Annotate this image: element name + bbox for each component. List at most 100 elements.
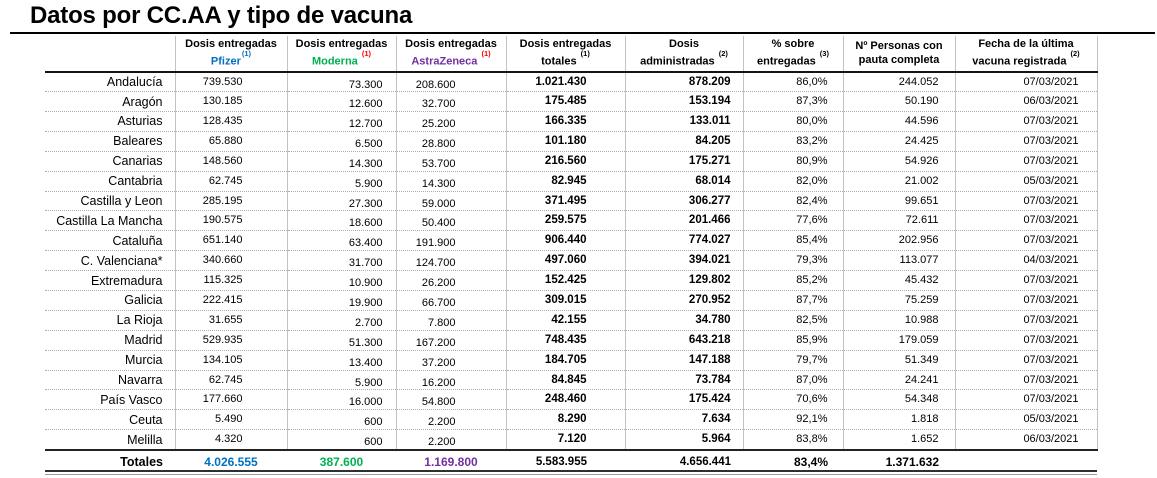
totals-moderna-value: 387.600 xyxy=(287,449,396,472)
total-doses-value: 248.460 xyxy=(505,389,625,411)
table-row: Baleares 65.880 6.500 28.800 101.180 84.… xyxy=(45,131,1098,152)
table-row: Asturias 128.435 12.700 25.200 166.335 1… xyxy=(45,111,1098,132)
fully-vaccinated-value: 54.926 xyxy=(842,151,955,172)
region-name: C. Valenciana* xyxy=(45,250,175,272)
region-name: País Vasco xyxy=(45,389,175,411)
fully-vaccinated-value: 54.348 xyxy=(842,389,955,411)
pfizer-doses-value: 134.105 xyxy=(174,350,287,371)
moderna-doses-value: 5.900 xyxy=(286,370,396,391)
table-row: Andalucía 739.530 73.300 208.600 1.021.4… xyxy=(45,71,1098,93)
region-name: Madrid xyxy=(45,330,175,351)
percent-over-delivered-value: 82,4% xyxy=(742,191,843,212)
moderna-doses-value: 6.500 xyxy=(286,131,396,152)
last-vaccine-date-value: 07/03/2021 xyxy=(954,230,1098,252)
astrazeneca-doses-value: 208.600 xyxy=(395,71,506,93)
region-name: Galicia xyxy=(45,290,175,311)
pfizer-doses-value: 148.560 xyxy=(174,151,287,172)
total-doses-value: 8.290 xyxy=(505,409,625,431)
region-name: Baleares xyxy=(45,131,175,152)
last-vaccine-date-value: 07/03/2021 xyxy=(954,191,1098,212)
administered-doses-value: 68.014 xyxy=(624,171,743,192)
total-doses-value: 82.945 xyxy=(505,171,625,192)
header-administered-doses: Dosis administradas (2) xyxy=(624,36,743,73)
fully-vaccinated-value: 24.425 xyxy=(842,131,955,152)
moderna-doses-value: 14.300 xyxy=(286,151,396,172)
administered-doses-value: 175.424 xyxy=(624,389,743,411)
administered-doses-value: 84.205 xyxy=(624,131,743,152)
header-total-doses: Dosis entregadas totales (1) xyxy=(505,36,625,73)
fully-vaccinated-value: 45.432 xyxy=(842,270,955,291)
pfizer-doses-value: 65.880 xyxy=(174,131,287,152)
fully-vaccinated-value: 113.077 xyxy=(842,250,955,272)
percent-over-delivered-value: 83,2% xyxy=(742,131,843,152)
astrazeneca-doses-value: 2.200 xyxy=(395,429,506,451)
astrazeneca-doses-value: 53.700 xyxy=(395,151,506,172)
administered-doses-value: 878.209 xyxy=(624,71,743,93)
pfizer-doses-value: 285.195 xyxy=(174,191,287,212)
total-doses-value: 259.575 xyxy=(505,210,625,232)
moderna-doses-value: 2.700 xyxy=(286,310,396,331)
percent-over-delivered-value: 85,9% xyxy=(742,330,843,351)
region-name: Murcia xyxy=(45,350,175,371)
astrazeneca-doses-value: 32.700 xyxy=(395,91,506,112)
administered-doses-value: 153.194 xyxy=(624,91,743,112)
table-row: Aragón 130.185 12.600 32.700 175.485 153… xyxy=(45,91,1098,112)
total-doses-value: 906.440 xyxy=(505,230,625,252)
astrazeneca-doses-value: 66.700 xyxy=(395,290,506,311)
moderna-doses-value: 600 xyxy=(286,409,396,431)
last-vaccine-date-value: 06/03/2021 xyxy=(954,429,1098,451)
last-vaccine-date-value: 05/03/2021 xyxy=(954,171,1098,192)
region-name: Cataluña xyxy=(45,230,175,252)
footnote-marker: (1) xyxy=(580,49,590,58)
table-header-row: Dosis entregadas Pfizer(1) Dosis entrega… xyxy=(45,36,1098,73)
administered-doses-value: 133.011 xyxy=(624,111,743,132)
totals-row: Totales 4.026.555 387.600 1.169.800 5.58… xyxy=(45,449,1097,472)
pfizer-doses-value: 177.660 xyxy=(174,389,287,411)
astrazeneca-doses-value: 191.900 xyxy=(395,230,506,252)
total-doses-value: 175.485 xyxy=(505,91,625,112)
percent-over-delivered-value: 83,8% xyxy=(742,429,843,451)
moderna-doses-value: 10.900 xyxy=(286,270,396,291)
table-bottom-rule xyxy=(45,473,1097,476)
administered-doses-value: 306.277 xyxy=(624,191,743,212)
administered-doses-value: 643.218 xyxy=(624,330,743,351)
astrazeneca-doses-value: 124.700 xyxy=(395,250,506,272)
region-name: Castilla La Mancha xyxy=(45,210,175,232)
astrazeneca-doses-value: 50.400 xyxy=(395,210,506,232)
total-doses-value: 166.335 xyxy=(505,111,625,132)
header-moderna: Dosis entregadas Moderna (1) xyxy=(286,36,396,73)
pfizer-doses-value: 115.325 xyxy=(174,270,287,291)
region-name: Canarias xyxy=(45,151,175,172)
total-doses-value: 152.425 xyxy=(505,270,625,291)
pfizer-doses-value: 739.530 xyxy=(174,71,287,93)
footnote-marker: (2) xyxy=(1070,49,1080,58)
total-doses-value: 42.155 xyxy=(505,310,625,331)
last-vaccine-date-value: 07/03/2021 xyxy=(954,310,1098,331)
astrazeneca-doses-value: 2.200 xyxy=(395,409,506,431)
fully-vaccinated-value: 179.059 xyxy=(842,330,955,351)
totals-label: Totales xyxy=(45,449,175,472)
astrazeneca-doses-value: 25.200 xyxy=(395,111,506,132)
fully-vaccinated-value: 1.818 xyxy=(842,409,955,431)
moderna-doses-value: 51.300 xyxy=(286,330,396,351)
header-last-vaccine-date: Fecha de la última vacuna registrada (2) xyxy=(954,36,1098,73)
last-vaccine-date-value: 07/03/2021 xyxy=(954,131,1098,152)
total-doses-value: 184.705 xyxy=(505,350,625,371)
header-astrazeneca-brand: AstraZeneca xyxy=(411,55,478,68)
administered-doses-value: 5.964 xyxy=(624,429,743,451)
table-row: Castilla La Mancha 190.575 18.600 50.400… xyxy=(45,210,1098,232)
pfizer-doses-value: 130.185 xyxy=(174,91,287,112)
moderna-doses-value: 600 xyxy=(286,429,396,451)
astrazeneca-doses-value: 14.300 xyxy=(395,171,506,192)
pfizer-doses-value: 340.660 xyxy=(174,250,287,272)
percent-over-delivered-value: 80,0% xyxy=(742,111,843,132)
fully-vaccinated-value: 51.349 xyxy=(842,350,955,371)
pfizer-doses-value: 5.490 xyxy=(174,409,287,431)
total-doses-value: 101.180 xyxy=(505,131,625,152)
administered-doses-value: 34.780 xyxy=(624,310,743,331)
pfizer-doses-value: 62.745 xyxy=(174,370,287,391)
moderna-doses-value: 19.900 xyxy=(286,290,396,311)
fully-vaccinated-value: 50.190 xyxy=(842,91,955,112)
pfizer-doses-value: 222.415 xyxy=(174,290,287,311)
region-name: Castilla y Leon xyxy=(45,191,175,212)
